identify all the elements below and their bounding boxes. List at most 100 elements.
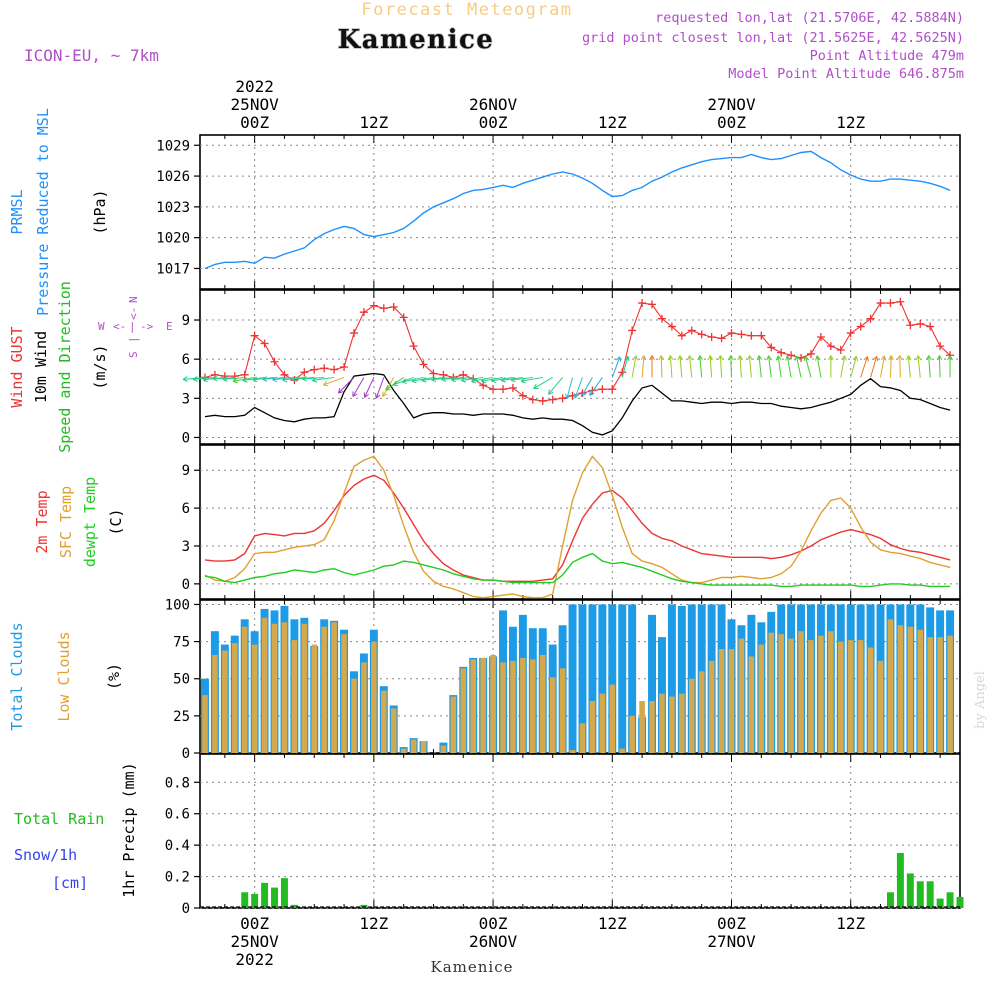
wind-arrow-head	[363, 392, 369, 398]
temp-2m-line	[204, 474, 951, 582]
wind-arrow-head	[431, 376, 437, 383]
low-cloud-bar	[609, 684, 616, 753]
low-cloud-bar	[500, 662, 506, 753]
wind-arrow	[803, 355, 812, 378]
wind-arrow	[775, 355, 782, 378]
wind-arrow-shaft	[795, 355, 802, 378]
wind-arrow-shaft	[621, 356, 629, 378]
wind-arrow-shaft	[660, 355, 663, 378]
compass-w: W	[98, 320, 105, 333]
gust-marker	[787, 351, 796, 360]
low-cloud-bar	[261, 617, 268, 753]
credit: by Angel	[973, 671, 988, 729]
wind-arrow-head	[192, 376, 198, 382]
low-cloud-bar	[559, 668, 566, 753]
gust-marker	[747, 331, 756, 340]
wind-arrow-head	[697, 355, 703, 361]
model-label: ICON-EU, ~ 7km	[24, 46, 159, 65]
low-cloud-bar	[410, 739, 417, 753]
wind-arrow-head	[803, 355, 810, 362]
wind-arrow	[728, 355, 734, 378]
time-label-top: 26NOV	[469, 95, 518, 114]
ylabel-line: PRMSL	[8, 189, 26, 234]
low-cloud-bar	[301, 623, 308, 753]
wind-arrow-shaft	[816, 355, 822, 378]
ytick-label: 9	[182, 463, 190, 479]
wind-arrow	[520, 376, 543, 384]
wind-arrow	[631, 355, 639, 378]
gust-marker	[499, 385, 508, 394]
wind-arrow-shaft	[870, 356, 878, 378]
wind-arrow-head	[301, 375, 307, 382]
time-label-bottom: 00Z	[240, 914, 269, 933]
gust-marker	[767, 343, 776, 352]
low-cloud-bar	[688, 678, 695, 753]
time-label-top: 12Z	[598, 113, 627, 132]
ytick-label: 0	[182, 901, 190, 917]
wind-arrow-shaft	[222, 376, 245, 380]
rain-bar	[906, 873, 914, 908]
wind-arrow-shaft	[730, 355, 733, 378]
total-cloud-bar	[667, 604, 676, 753]
low-cloud-bar	[281, 622, 288, 753]
compass-vbar: |	[127, 336, 140, 343]
low-cloud-bar	[351, 678, 357, 753]
requested-coords: requested lon,lat (21.5706E, 42.5884N)	[655, 10, 964, 26]
gust-marker	[518, 391, 527, 400]
wind-arrow-head	[728, 355, 734, 361]
wind-arrow	[936, 355, 943, 378]
gust-marker	[369, 301, 378, 310]
wind-arrow-shaft	[338, 377, 355, 394]
low-cloud-bar	[708, 660, 715, 753]
point-altitude: Point Altitude 479m	[810, 48, 964, 64]
rain-bar	[926, 881, 934, 908]
low-cloud-bar	[897, 625, 904, 753]
wind-arrow	[756, 355, 763, 378]
wind-arrow-head	[888, 355, 894, 361]
rain-bar	[956, 897, 964, 908]
low-cloud-bar	[947, 635, 953, 753]
wind-arrow-shaft	[938, 355, 941, 378]
rain-bar	[946, 892, 954, 908]
wind-arrow-head	[896, 355, 903, 361]
gust-marker	[399, 313, 408, 322]
wind-arrow-head	[547, 389, 554, 395]
ylabel-unit: (C)	[107, 508, 125, 535]
total-cloud-bar	[608, 604, 617, 753]
low-cloud-bar	[381, 690, 387, 753]
low-cloud-bar	[838, 641, 844, 753]
ytick-label: 100	[165, 597, 190, 613]
gust-marker	[489, 385, 498, 394]
wind-arrow-head	[841, 355, 847, 361]
wind-arrow	[192, 376, 215, 382]
gust-marker	[657, 314, 666, 323]
wind-arrow-head	[451, 376, 457, 383]
gust-marker	[777, 348, 786, 357]
meteogram-title: Forecast Meteogram	[361, 0, 572, 20]
wind-arrow-shaft	[768, 355, 772, 378]
wind-arrow-shaft	[880, 355, 885, 378]
total-rain-label: Total Rain	[14, 810, 104, 828]
wind-arrow-shaft	[889, 355, 892, 378]
wind-arrow-head	[632, 355, 639, 361]
rain-bar	[280, 878, 288, 908]
wind-arrow-head	[785, 355, 791, 361]
wind-arrow-shaft	[688, 355, 693, 378]
wind-arrow-head	[232, 377, 238, 384]
gust-marker	[508, 383, 517, 392]
wind-arrow-head	[717, 355, 724, 361]
ytick-label: 6	[182, 501, 190, 517]
wind-arrow-head	[471, 377, 477, 384]
low-cloud-bar	[768, 632, 775, 753]
low-cloud-bar	[917, 629, 924, 753]
low-cloud-bar	[490, 654, 496, 753]
gust-marker	[876, 299, 885, 308]
wind-arrow-shaft	[566, 377, 574, 399]
gust-marker	[648, 300, 657, 309]
wind-arrow-head	[262, 376, 268, 382]
wind-arrow-head	[441, 376, 447, 382]
time-label-top: 2022	[235, 77, 274, 96]
wind-arrow	[717, 355, 724, 378]
